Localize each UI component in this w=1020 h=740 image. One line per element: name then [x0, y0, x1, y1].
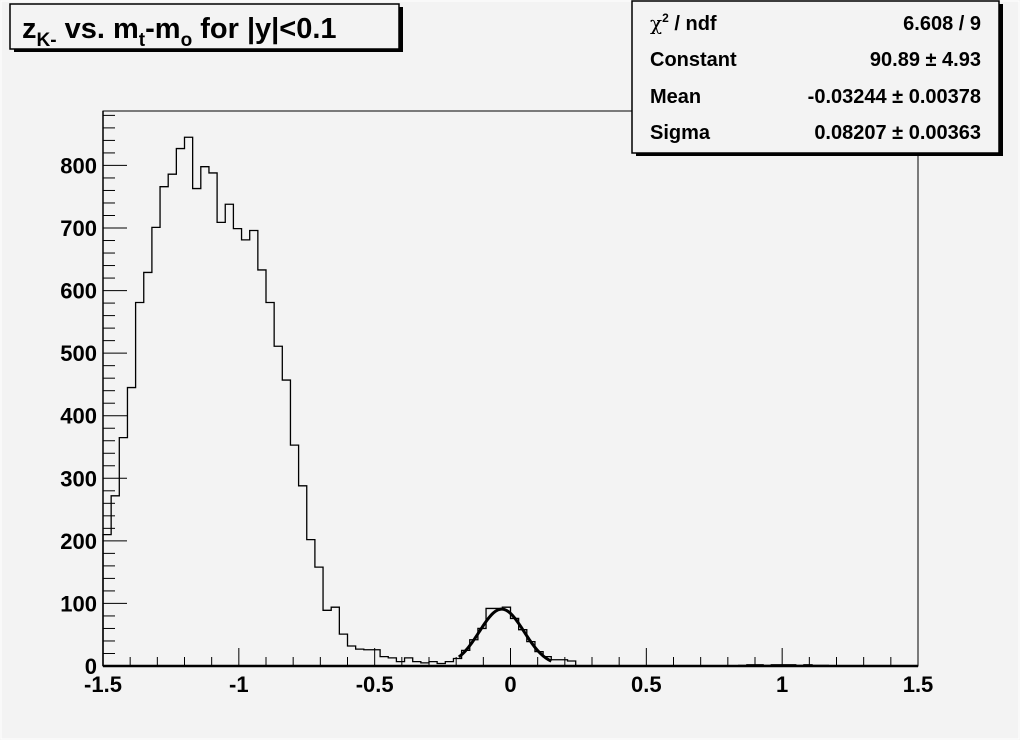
- gaussian-fit-curve: [457, 607, 552, 663]
- x-tick-label: -1.5: [84, 672, 122, 697]
- stats-label-constant: Constant: [650, 49, 737, 71]
- y-tick-label: 200: [60, 529, 97, 554]
- y-tick-label: 700: [60, 216, 97, 241]
- stats-label-mean: Mean: [650, 86, 701, 108]
- x-tick-label: -0.5: [356, 672, 394, 697]
- y-tick-label: 500: [60, 341, 97, 366]
- x-tick-label: 1: [776, 672, 788, 697]
- fit-stats-box: χ2 / ndf 6.608 / 9 Constant 90.89 ± 4.93…: [631, 0, 1003, 156]
- histogram-outline: [102, 136, 918, 667]
- stats-value-mean: -0.03244 ± 0.00378: [808, 86, 981, 108]
- y-tick-label: 800: [60, 153, 97, 178]
- stats-value-chi2: 6.608 / 9: [903, 13, 981, 35]
- x-tick-label: -1: [229, 672, 249, 697]
- y-tick-label: 600: [60, 279, 97, 304]
- x-axis: -1.5 -1 -0.5 0 0.5 1 1.5: [84, 648, 933, 697]
- stats-value-constant: 90.89 ± 4.93: [870, 49, 981, 71]
- stats-value-sigma: 0.08207 ± 0.00363: [814, 122, 981, 144]
- x-tick-label: 0: [504, 672, 516, 697]
- x-tick-label: 1.5: [903, 672, 934, 697]
- stats-label-chi2: χ2 / ndf: [650, 11, 717, 35]
- x-tick-label: 0.5: [631, 672, 662, 697]
- y-tick-label: 400: [60, 404, 97, 429]
- y-tick-label: 0: [85, 654, 97, 679]
- title-box: zK- vs. mt-mo for |y|<0.1: [9, 3, 403, 52]
- y-tick-label: 300: [60, 466, 97, 491]
- stats-label-sigma: Sigma: [650, 122, 711, 144]
- chart-title: zK- vs. mt-mo for |y|<0.1: [22, 13, 337, 51]
- y-tick-label: 100: [60, 591, 97, 616]
- plot-frame: [102, 110, 919, 667]
